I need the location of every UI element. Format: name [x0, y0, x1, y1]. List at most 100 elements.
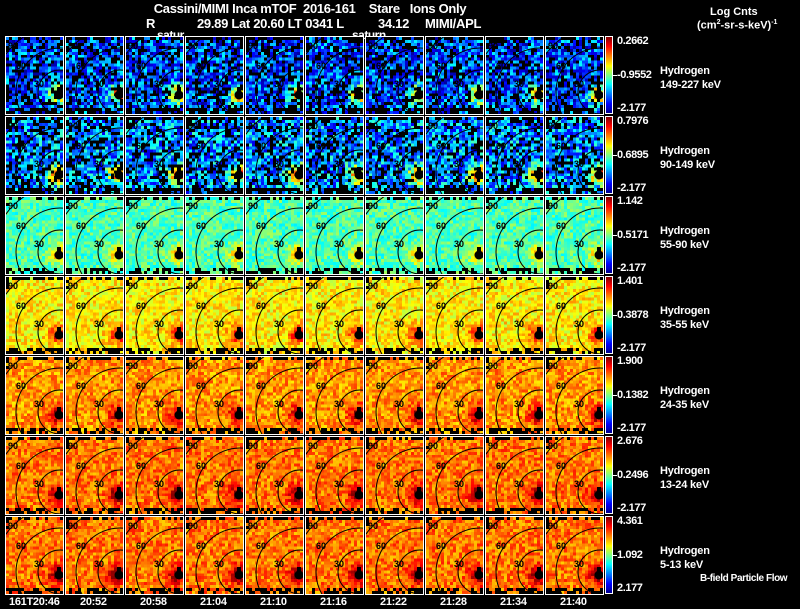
heatmap-cells	[66, 437, 123, 514]
heatmap-cells	[66, 517, 123, 594]
saturn-icon	[534, 330, 543, 340]
saturn-icon	[474, 250, 483, 260]
contour-overlay: 30 60 90	[546, 277, 603, 354]
heatmap-cells	[246, 117, 303, 194]
saturn-icon	[534, 490, 543, 500]
contour-30-deg	[37, 69, 63, 114]
contour-label: 60	[376, 381, 386, 391]
heatmap-cells	[486, 117, 543, 194]
heatmap-panel: 30 60 90	[485, 36, 544, 115]
contour-30-deg	[217, 389, 243, 434]
contour-overlay: 30 60 90	[426, 277, 483, 354]
contour-label: 60	[76, 381, 86, 391]
contour-label: 60	[316, 541, 326, 551]
colorbar-max-value: 0.7976	[617, 115, 649, 127]
contour-label: 30	[274, 79, 284, 89]
contour-30-deg	[97, 549, 123, 594]
contour-label: 60	[436, 541, 446, 551]
contour-overlay: 30 60 90	[246, 517, 303, 594]
saturn-pole-marker	[477, 487, 481, 491]
contour-60-deg	[255, 47, 303, 114]
contour-overlay: 30 60 90	[126, 277, 183, 354]
heatmap-cells	[306, 437, 363, 514]
contour-60-deg	[555, 367, 603, 434]
saturn-icon	[594, 250, 603, 260]
contour-60-deg	[555, 127, 603, 194]
colorbar-mid-value: 0.6895	[617, 149, 649, 161]
heatmap-panel: 30 60 90	[545, 356, 604, 435]
energy-range-label: 55-90 keV	[660, 239, 709, 251]
time-tick-label: 21:40	[560, 596, 587, 608]
heatmap-panel: 30 60 90	[365, 516, 424, 595]
saturn-pole-marker	[177, 407, 181, 411]
saturn-icon	[54, 490, 63, 500]
heatmap-panel: 30 60 90	[5, 36, 64, 115]
saturn-icon	[474, 410, 483, 420]
contour-label: 60	[256, 61, 266, 71]
contour-30-deg	[217, 469, 243, 514]
contour-label: 30	[454, 159, 464, 169]
contour-30-deg	[217, 69, 243, 114]
contour-60-deg	[435, 447, 483, 514]
contour-overlay: 30 60 90	[6, 437, 63, 514]
saturn-pole-marker	[597, 567, 601, 571]
saturn-icon	[474, 170, 483, 180]
colorbar-mid-value: -0.9552	[617, 69, 652, 81]
contour-overlay: 30 60 90	[126, 117, 183, 194]
contour-60-deg	[195, 47, 243, 114]
saturn-icon	[174, 330, 183, 340]
contour-30-deg	[97, 389, 123, 434]
species-label: Hydrogen	[660, 65, 710, 77]
contour-30-deg	[397, 229, 423, 274]
energy-range-label: 149-227 keV	[660, 79, 721, 91]
contour-overlay: 30 60 90	[306, 437, 363, 514]
saturn-pole-marker	[57, 87, 61, 91]
contour-label: 30	[514, 159, 524, 169]
contour-30-deg	[157, 469, 183, 514]
contour-label: 30	[514, 479, 524, 489]
contour-label: 90	[548, 281, 558, 291]
heatmap-cells	[126, 277, 183, 354]
heatmap-cells	[186, 117, 243, 194]
heatmap-cells	[306, 357, 363, 434]
contour-60-deg	[75, 527, 123, 594]
saturn-icon	[414, 250, 423, 260]
contour-label: 30	[394, 319, 404, 329]
contour-30-deg	[157, 389, 183, 434]
contour-label: 60	[136, 141, 146, 151]
contour-label: 30	[454, 559, 464, 569]
contour-30-deg	[277, 309, 303, 354]
heatmap-cells	[6, 517, 63, 594]
heatmap-panel: 30 60 90	[65, 196, 124, 275]
bfield-label: B-field Particle Flow	[700, 573, 788, 584]
contour-label: 60	[436, 461, 446, 471]
contour-label: 30	[154, 79, 164, 89]
contour-overlay: 30 60 90	[66, 277, 123, 354]
contour-label: 30	[94, 479, 104, 489]
saturn-icon	[294, 570, 303, 580]
contour-label: 30	[274, 559, 284, 569]
contour-label: 90	[128, 521, 138, 531]
species-label: Hydrogen	[660, 545, 710, 557]
contour-label: 30	[574, 159, 584, 169]
contour-60-deg	[75, 207, 123, 274]
contour-60-deg	[555, 447, 603, 514]
saturn-pole-marker	[537, 567, 541, 571]
saturn-icon	[234, 170, 243, 180]
saturn-icon	[174, 410, 183, 420]
time-tick-label: 20:58	[140, 596, 167, 608]
contour-label: 30	[154, 159, 164, 169]
heatmap-cells	[546, 357, 603, 434]
contour-60-deg	[435, 367, 483, 434]
contour-label: 30	[34, 319, 44, 329]
contour-overlay: 30 60 90	[66, 357, 123, 434]
heatmap-cells	[6, 117, 63, 194]
contour-30-deg	[517, 389, 543, 434]
saturn-icon	[414, 330, 423, 340]
heatmap-cells	[246, 197, 303, 274]
contour-label: 30	[214, 239, 224, 249]
heatmap-cells	[6, 277, 63, 354]
contour-label: 90	[308, 201, 318, 211]
contour-label: 30	[94, 399, 104, 409]
heatmap-cells	[6, 357, 63, 434]
